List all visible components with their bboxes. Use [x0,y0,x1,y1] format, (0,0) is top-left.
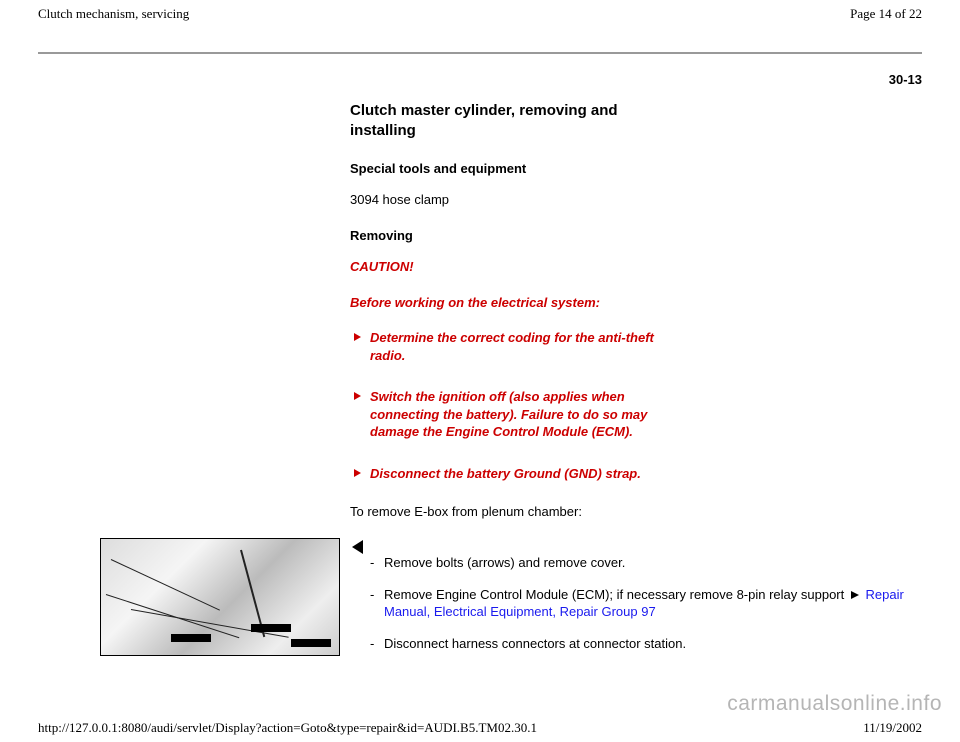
footer-url: http://127.0.0.1:8080/audi/servlet/Displ… [38,720,537,736]
step-block: Remove bolts (arrows) and remove cover. … [340,538,922,666]
header-page: Page 14 of 22 [850,6,922,22]
watermark: carmanualsonline.info [727,692,942,716]
page-title: Clutch master cylinder, removing and ins… [350,101,675,142]
step-item: Remove bolts (arrows) and remove cover. [370,554,922,572]
step-text: Disconnect harness connectors at connect… [384,636,686,651]
section-number: 30-13 [0,72,922,87]
subhead-tools: Special tools and equipment [350,160,675,178]
caution-intro: Before working on the electrical system: [350,294,675,312]
illustration [100,538,340,656]
footer-date: 11/19/2002 [863,720,922,736]
subhead-removing: Removing [350,227,675,245]
after-caution-text: To remove E-box from plenum chamber: [350,503,675,521]
step-list: Remove bolts (arrows) and remove cover. … [370,554,922,652]
caution-label: CAUTION! [350,258,675,276]
content-column: Clutch master cylinder, removing and ins… [350,101,675,520]
caution-block: CAUTION! Before working on the electrica… [350,258,675,482]
caution-item: Switch the ignition off (also applies wh… [350,388,675,441]
caution-list: Determine the correct coding for the ant… [350,329,675,482]
tool-item: 3094 hose clamp [350,191,675,209]
step-item: Remove Engine Control Module (ECM); if n… [370,586,922,621]
step-text: Remove bolts (arrows) and remove cover. [384,555,625,570]
page-header: Clutch mechanism, servicing Page 14 of 2… [0,0,960,24]
header-rule [38,52,922,54]
page-footer: http://127.0.0.1:8080/audi/servlet/Displ… [0,720,960,736]
caution-item: Disconnect the battery Ground (GND) stra… [350,465,675,483]
step-item: Disconnect harness connectors at connect… [370,635,922,653]
step-text: Remove Engine Control Module (ECM); if n… [384,587,848,602]
header-title: Clutch mechanism, servicing [38,6,189,22]
caution-item: Determine the correct coding for the ant… [350,329,675,364]
wide-row: Remove bolts (arrows) and remove cover. … [0,538,960,666]
pointer-left-icon [352,540,363,554]
arrow-right-icon [851,591,859,599]
